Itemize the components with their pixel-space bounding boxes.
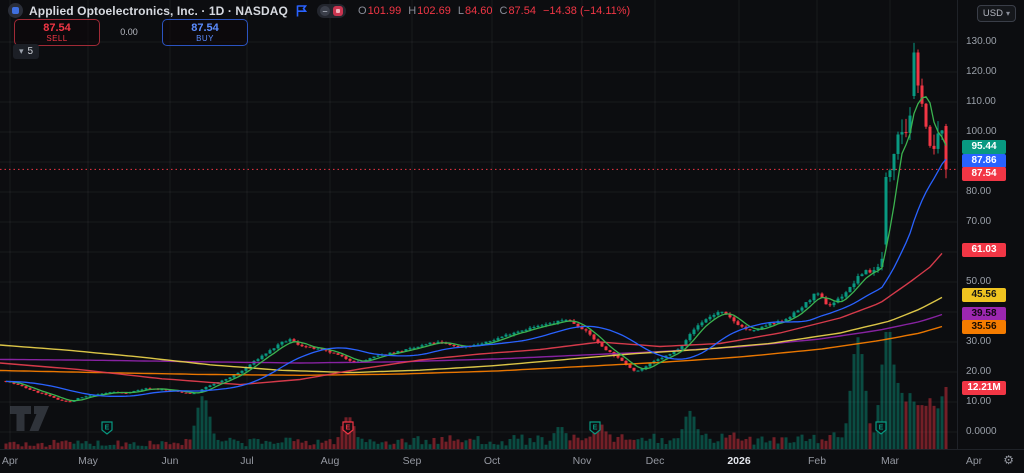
time-tick-label: Apr [965, 455, 983, 467]
svg-text:E: E [105, 425, 110, 432]
earnings-icon[interactable]: E [875, 421, 887, 435]
currency-button[interactable]: USD ▾ [976, 5, 1016, 22]
earnings-icon[interactable]: E [101, 421, 113, 435]
time-tick-label: May [78, 455, 98, 467]
ma-150-purple [0, 313, 943, 364]
time-tick-label: 2026 [727, 455, 751, 467]
price-tick-label: 100.00 [966, 126, 997, 137]
gear-icon[interactable]: ⚙ [1003, 453, 1014, 467]
price-tick-label: 0.0000 [966, 426, 997, 437]
time-axis[interactable]: ⚙ Apr May Jun Jul Aug Sep Oct Nov Dec 2026 Feb Mar A… [0, 449, 1024, 473]
time-tick-label: Mar [880, 455, 900, 467]
svg-text:E: E [346, 425, 351, 432]
symbol-title[interactable]: Applied Optoelectronics, Inc. · 1D · NAS… [29, 3, 288, 18]
trade-buttons: 87.54 SELL 87.54 BUY [14, 19, 248, 46]
price-badge: 45.56 [962, 288, 1006, 302]
ma-200-orange [0, 325, 943, 377]
flag-icon[interactable] [296, 4, 307, 17]
svg-text:E: E [879, 425, 884, 432]
volume-pane [4, 331, 948, 449]
tradingview-watermark [10, 406, 49, 431]
price-tick-label: 120.00 [966, 66, 997, 77]
indicators-count: 5 [27, 46, 34, 57]
price-tick-label: 70.00 [966, 216, 992, 227]
time-tick-label: Feb [807, 455, 827, 467]
time-tick-label: Nov [572, 455, 592, 467]
ma-fast-green [5, 96, 947, 402]
low-value: 84.60 [464, 4, 493, 17]
price-tick-label: 50.00 [966, 276, 992, 287]
price-badge: 12.21M [962, 381, 1006, 395]
high-value: 102.69 [417, 4, 451, 17]
symbol-logo [8, 3, 23, 18]
price-badge: 39.58 [962, 307, 1006, 321]
market-status-pill[interactable]: – [317, 3, 346, 18]
time-tick-label: Dec [645, 455, 665, 467]
price-tick-label: 110.00 [966, 96, 996, 107]
price-badge: 95.44 [962, 140, 1006, 154]
buy-button[interactable]: 87.54 BUY [162, 19, 248, 46]
chart-grid [0, 0, 958, 450]
price-tick-label: 20.00 [966, 366, 992, 377]
time-tick-label: Jun [161, 455, 179, 467]
earnings-icon[interactable]: E [342, 421, 354, 435]
price-tick-label: 30.00 [966, 336, 992, 347]
candles [4, 42, 948, 403]
market-closed-icon [333, 5, 343, 16]
ma-100-yellow [0, 296, 943, 374]
price-tick-label: 80.00 [966, 186, 992, 197]
time-tick-label: Sep [402, 455, 422, 467]
spread-value: 0.00 [120, 26, 138, 37]
chevron-down-icon: ▾ [19, 46, 24, 56]
price-tick-label: 130.00 [966, 36, 997, 47]
currency-label: USD [982, 8, 1003, 19]
price-badge: 61.03 [962, 243, 1006, 257]
time-tick-label: Apr [1, 455, 19, 467]
time-tick-label: Aug [320, 455, 340, 467]
ohlc-readout: O 101.99 H 102.69 L 84.60 C 87.54 −14.38 (−1… [358, 4, 631, 17]
change-value: −14.38 (−14.11%) [542, 4, 631, 17]
price-axis[interactable]: 130.00 120.00 110.00 100.00 80.00 70.00 50.00 3… [957, 0, 1024, 450]
price-badge: 35.56 [962, 320, 1006, 334]
price-badge: 87.54 [962, 167, 1006, 181]
price-tick-label: 10.00 [966, 396, 992, 407]
close-value: 87.54 [508, 4, 536, 17]
time-tick-label: Jul [240, 455, 254, 467]
minus-circle-icon: – [320, 5, 330, 16]
price-badge: 87.86 [962, 154, 1006, 168]
ma-slow-blue [5, 158, 947, 397]
sell-button[interactable]: 87.54 SELL [14, 19, 100, 46]
indicators-collapse-chip[interactable]: ▾ 5 [13, 44, 40, 59]
symbol-legend: Applied Optoelectronics, Inc. · 1D · NAS… [8, 3, 630, 18]
chevron-down-icon: ▾ [1005, 9, 1010, 18]
svg-text:E: E [593, 425, 598, 432]
ma-50-red [0, 252, 943, 386]
open-value: 101.99 [367, 4, 402, 17]
time-tick-label: Oct [483, 455, 501, 467]
earnings-icon[interactable]: E [589, 421, 601, 435]
